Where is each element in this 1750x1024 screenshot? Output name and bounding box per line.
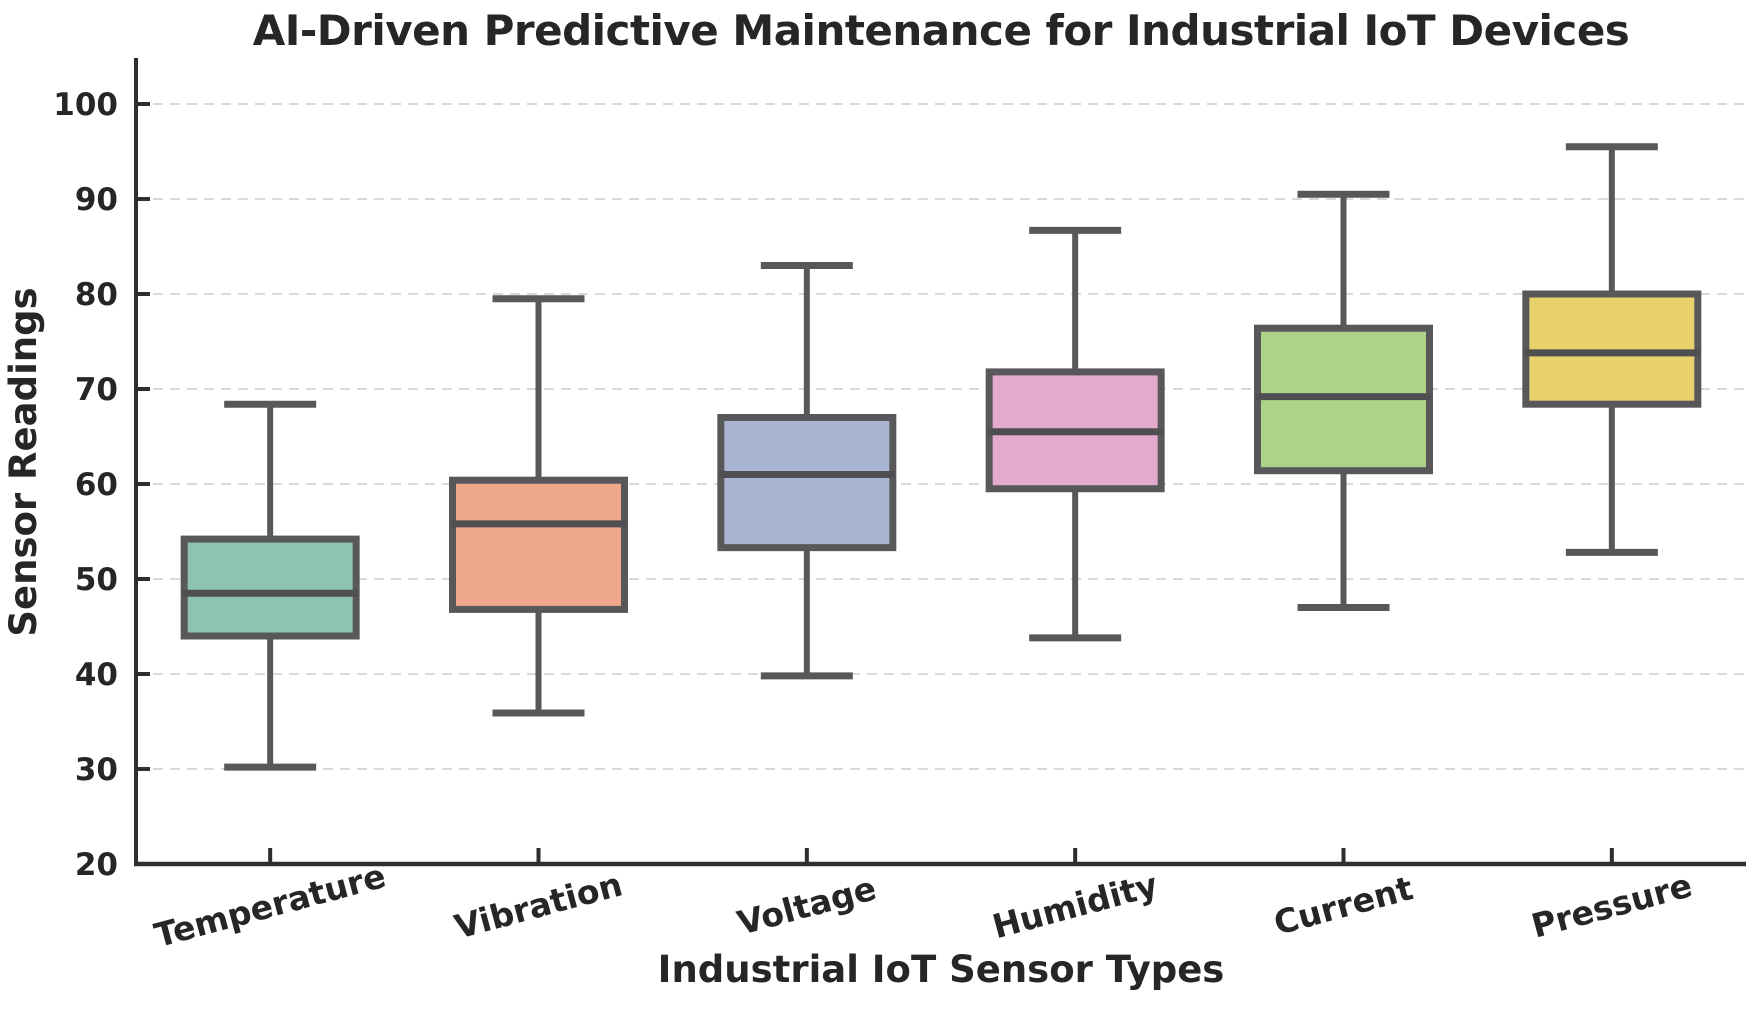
ticks-layer <box>136 102 1614 866</box>
y-tick-label-20: 20 <box>75 847 118 883</box>
box-temperature <box>180 535 360 640</box>
x-tick-label-humidity: Humidity <box>988 865 1161 946</box>
y-tick-label-80: 80 <box>75 277 118 313</box>
y-tick-label-100: 100 <box>53 87 118 123</box>
box-pressure <box>1522 290 1702 408</box>
y-tick-label-60: 60 <box>75 467 118 503</box>
y-tick-label-40: 40 <box>75 657 118 693</box>
chart-title: AI-Driven Predictive Maintenance for Ind… <box>253 6 1630 55</box>
axes-spines-layer <box>134 58 1746 867</box>
y-tick-label-90: 90 <box>75 182 118 218</box>
x-tick-label-current: Current <box>1270 868 1417 942</box>
y-tick-label-30: 30 <box>75 752 118 788</box>
y-axis-label: Sensor Readings <box>2 287 45 636</box>
y-tick-label-50: 50 <box>75 562 118 598</box>
x-tick-label-voltage: Voltage <box>733 868 880 942</box>
x-tick-label-temperature: Temperature <box>150 856 389 955</box>
x-axis-label: Industrial IoT Sensor Types <box>658 948 1225 991</box>
box-vibration <box>449 476 628 613</box>
boxes-layer <box>180 143 1702 771</box>
y-tick-label-70: 70 <box>75 372 118 408</box>
x-tick-label-pressure: Pressure <box>1527 865 1696 945</box>
x-tick-label-vibration: Vibration <box>450 864 626 946</box>
gridlines-layer <box>136 103 1746 865</box>
box-voltage <box>717 414 897 552</box>
